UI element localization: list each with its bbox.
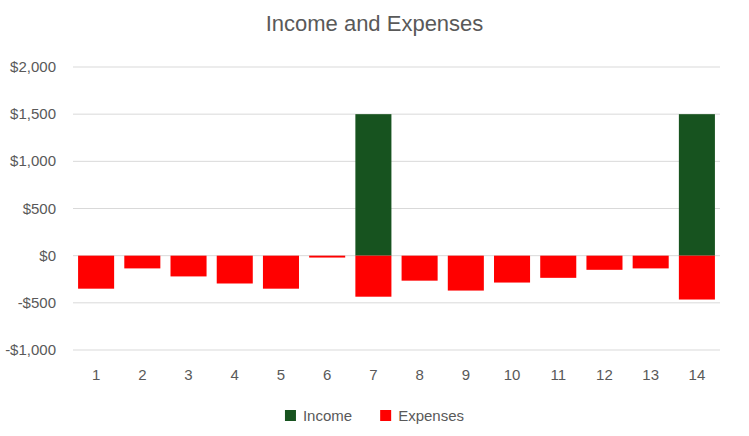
bar — [494, 256, 530, 283]
bar — [633, 256, 669, 269]
grid-line — [73, 67, 720, 68]
bar — [171, 256, 207, 277]
grid-line — [73, 302, 720, 303]
bar — [78, 256, 114, 289]
bar — [586, 256, 622, 270]
bar — [355, 256, 391, 297]
y-tick-label: $0 — [39, 247, 56, 264]
x-tick-label: 3 — [184, 366, 192, 383]
x-tick-label: 4 — [231, 366, 239, 383]
x-tick-label: 12 — [596, 366, 613, 383]
x-tick-label: 11 — [550, 366, 566, 383]
bar — [217, 256, 253, 284]
grid-line — [73, 208, 720, 209]
x-tick-label: 14 — [689, 366, 706, 383]
y-tick-label: $500 — [23, 200, 56, 217]
x-tick-label: 8 — [415, 366, 423, 383]
grid — [73, 67, 720, 350]
bars — [78, 114, 715, 299]
grid-line — [73, 255, 720, 256]
bar — [355, 114, 391, 256]
legend-swatch — [380, 410, 391, 421]
y-tick-label: $2,000 — [10, 58, 56, 75]
x-tick-label: 6 — [323, 366, 331, 383]
chart: Income and Expenses -$1,000 -$500 $0 $500 $1,… — [0, 0, 749, 436]
bar — [309, 256, 345, 258]
bar — [679, 256, 715, 300]
bar — [402, 256, 438, 281]
title: Income and Expenses — [266, 11, 484, 36]
x-tick-label: 9 — [462, 366, 470, 383]
bar — [263, 256, 299, 289]
grid-line — [73, 350, 720, 351]
bar — [124, 256, 160, 269]
y-tick-label: -$1,000 — [5, 341, 56, 358]
x-tick-label: 2 — [138, 366, 146, 383]
x-tick-label: 7 — [369, 366, 377, 383]
bar — [679, 114, 715, 256]
y-tick-label: $1,000 — [10, 152, 56, 169]
bar — [540, 256, 576, 278]
y-tick-label: -$500 — [18, 294, 56, 311]
legend-label: Expenses — [398, 407, 464, 424]
y-tick-label: $1,500 — [10, 105, 56, 122]
grid-line — [73, 161, 720, 162]
x-tick-label: 5 — [277, 366, 285, 383]
legend-swatch — [285, 410, 296, 421]
legend: Income Expenses — [285, 407, 464, 424]
legend-label: Income — [303, 407, 352, 424]
bar — [448, 256, 484, 291]
x-tick-label: 13 — [642, 366, 659, 383]
grid-line — [73, 114, 720, 115]
x-tick-label: 10 — [504, 366, 521, 383]
x-tick-label: 1 — [92, 366, 100, 383]
